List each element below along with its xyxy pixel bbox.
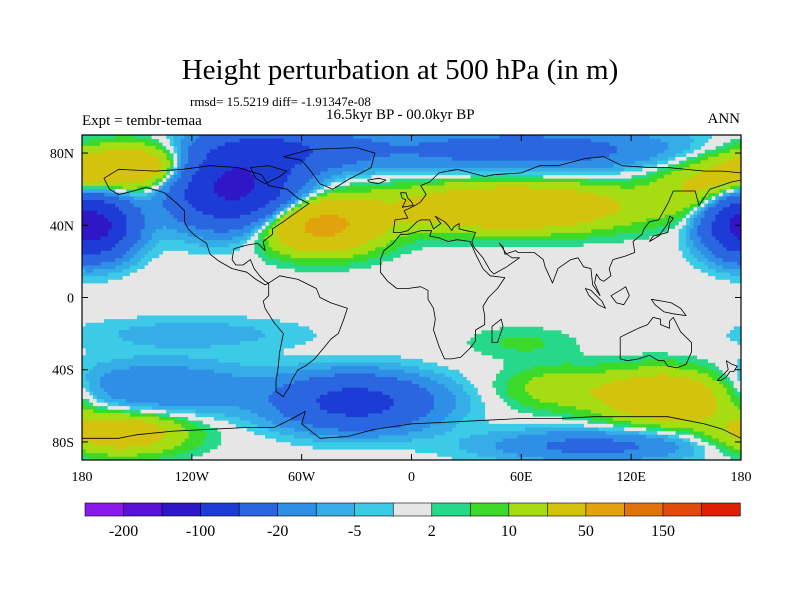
colorbar-swatch [469, 502, 510, 517]
colorbar-swatch [161, 502, 202, 517]
colorbar-swatch [200, 502, 240, 517]
coastline-north-america [103, 165, 310, 286]
colorbar-label: 150 [651, 523, 675, 540]
coastline-japan [649, 215, 674, 242]
coastline-new-guinea [650, 298, 687, 317]
colorbar-swatch [84, 502, 125, 517]
contour-fill-1d3cd6 [82, 138, 741, 418]
colorbar-swatch [277, 502, 317, 517]
coastline-borneo [610, 286, 630, 306]
colorbar-label: -200 [109, 523, 138, 540]
coastline-greenland [282, 147, 376, 190]
contour-fill-d4c30c [82, 149, 741, 450]
colorbar-swatch [431, 502, 471, 517]
colorbar-label: 10 [501, 523, 517, 540]
coastline-africa [379, 230, 506, 360]
coastline-iceland [367, 177, 387, 185]
x-tick-label: 180 [72, 470, 93, 485]
colorbar-swatch [624, 502, 664, 517]
coastline-sumatra [585, 288, 606, 309]
y-tick-label: 40N [50, 219, 74, 234]
x-tick-label: 0 [408, 470, 415, 485]
contour-fill-e0a30c [305, 214, 350, 237]
y-tick-label: 40S [52, 364, 74, 379]
colorbar-swatch [315, 502, 356, 517]
x-tick-label: 180 [731, 470, 752, 485]
x-tick-label: 60W [288, 470, 316, 485]
season-label: ANN [707, 111, 741, 127]
axes: 180 120W 60W 0 60E 120E 180 80N 40N 0 40S 80S [50, 135, 752, 485]
chart-subtitle: 16.5kyr BP - 00.0kyr BP [326, 107, 475, 123]
colorbar-swatch [238, 502, 279, 517]
coastline-uk [400, 192, 414, 208]
colorbar-swatch [547, 502, 587, 517]
contour-fill-2f17c8 [82, 167, 741, 241]
coastlines [82, 147, 741, 460]
colorbar-label: -20 [267, 523, 288, 540]
x-tick-label: 60E [510, 470, 533, 485]
stats-text: rmsd= 15.5219 diff= -1.91347e-08 [190, 94, 371, 109]
contour-field [82, 135, 741, 460]
experiment-label: Expt = tembr-temaa [82, 113, 202, 129]
y-tick-label: 80N [50, 147, 74, 162]
chart-title: Height perturbation at 500 hPa (in m) [181, 54, 619, 86]
contour-fill-e6e6e6 [82, 135, 741, 460]
coastline-antarctica [82, 410, 741, 460]
colorbar-swatch [354, 502, 394, 517]
coastline-baffin [249, 165, 288, 185]
y-tick-label: 0 [67, 292, 74, 307]
colorbar-swatch [662, 502, 703, 517]
colorbar-swatch [585, 502, 626, 517]
colorbar-label: -5 [348, 523, 361, 540]
contour-fill-a5dd12 [82, 142, 741, 457]
contour-fill-2f8fe6 [82, 135, 741, 460]
coastline-madagascar [491, 318, 504, 344]
coastline-new-zealand [716, 360, 738, 382]
colorbar-label: -100 [186, 523, 215, 540]
colorbar-swatch [701, 502, 741, 517]
colorbar-swatch [508, 502, 548, 517]
coastline-australia [619, 316, 692, 369]
x-tick-label: 120W [175, 470, 210, 485]
colorbar-label: 50 [578, 523, 594, 540]
colorbar-swatch [392, 502, 433, 517]
colorbar-swatch [123, 502, 163, 517]
x-tick-label: 120E [616, 470, 646, 485]
coastline-europe-asia [392, 156, 741, 297]
colorbar-label: 2 [428, 523, 436, 540]
coastline-south-america [262, 275, 348, 398]
y-tick-label: 80S [52, 436, 74, 451]
